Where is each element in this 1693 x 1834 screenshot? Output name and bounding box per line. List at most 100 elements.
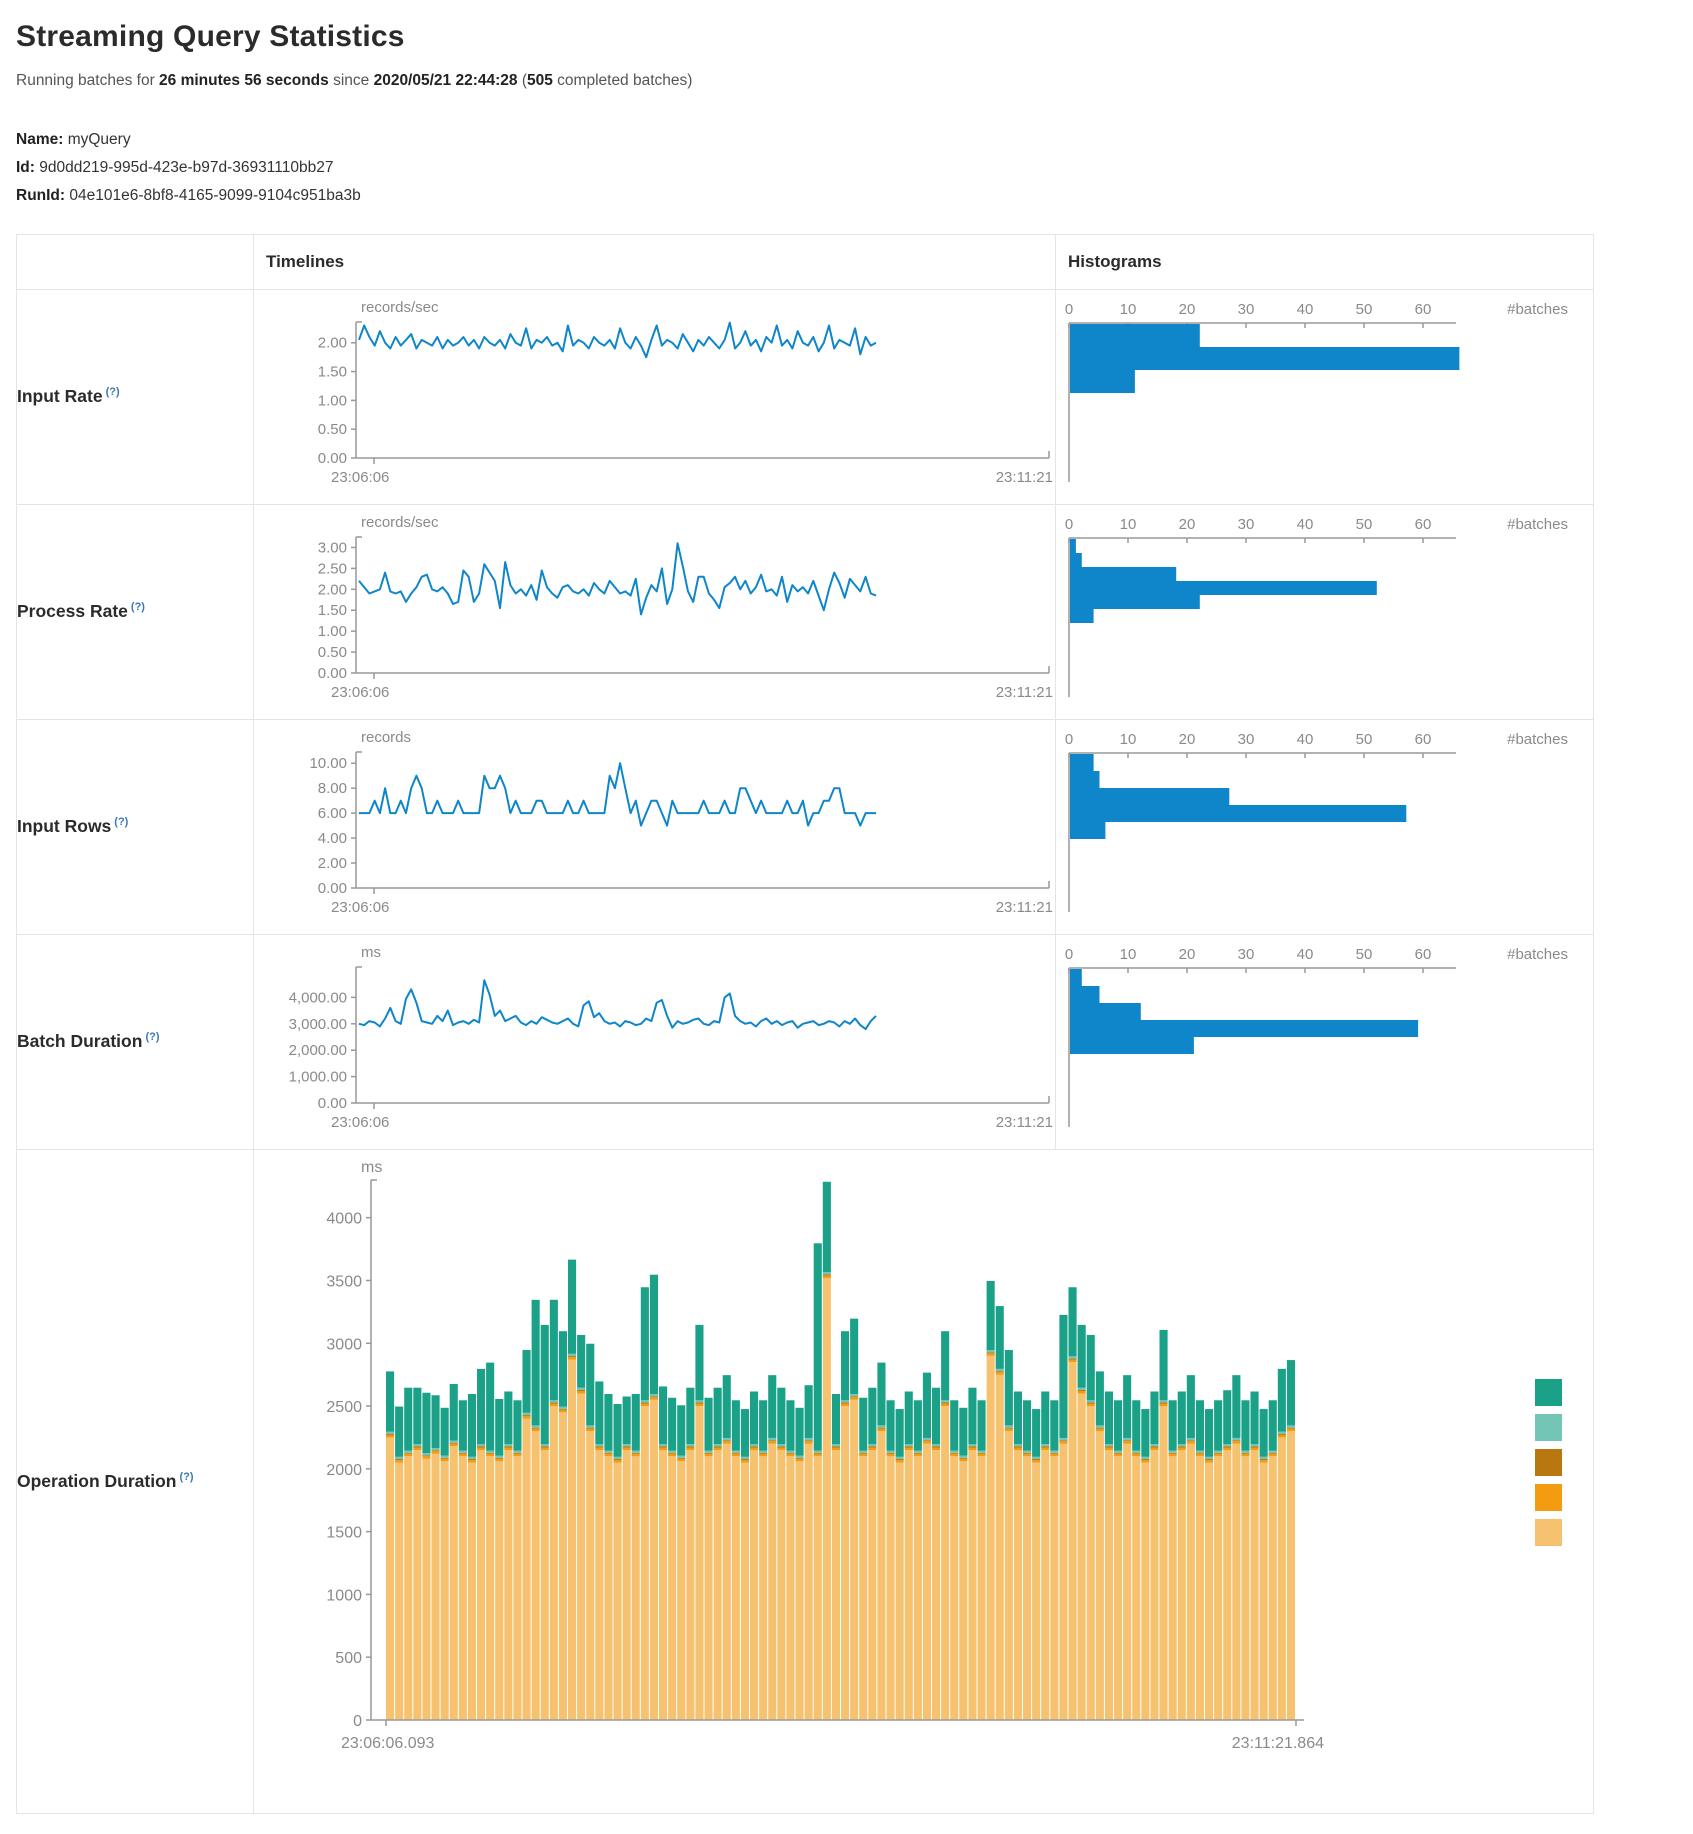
row-label-input-rate: Input Rate (?) bbox=[16, 288, 254, 505]
process-rate-timeline-chart: records/sec 0.00 0.50 1.00 1.50 2.00 2.50 3.00 2… bbox=[253, 503, 1056, 720]
svg-text:3000: 3000 bbox=[326, 1336, 362, 1353]
svg-text:0: 0 bbox=[353, 1713, 362, 1730]
svg-text:23:11:21.864: 23:11:21.864 bbox=[1232, 1735, 1324, 1752]
table-row: Input Rate (?) records/sec 0.00 0.50 1.00 1.5… bbox=[16, 288, 1594, 505]
svg-text:2500: 2500 bbox=[326, 1399, 362, 1416]
input-rows-timeline-chart: records 0.00 2.00 4.00 6.00 8.00 10.00 23:06:06… bbox=[253, 718, 1056, 935]
paren-close: completed batches) bbox=[552, 72, 693, 89]
svg-text:1,000.00: 1,000.00 bbox=[289, 1068, 347, 1085]
start-time: 2020/05/21 22:44:28 bbox=[373, 72, 518, 89]
batch-duration-histogram-chart: 0 10 20 30 40 50 60 #batches bbox=[1055, 933, 1594, 1150]
help-icon[interactable]: (?) bbox=[179, 1470, 194, 1483]
svg-text:2.00: 2.00 bbox=[318, 334, 347, 351]
svg-text:0: 0 bbox=[1065, 946, 1073, 963]
svg-text:23:11:21: 23:11:21 bbox=[996, 1114, 1053, 1131]
svg-text:50: 50 bbox=[1356, 946, 1373, 963]
input-rate-timeline-chart: records/sec 0.00 0.50 1.00 1.50 2.00 23:06:06 2… bbox=[253, 288, 1056, 505]
empty-header-cell bbox=[16, 233, 254, 290]
svg-text:10: 10 bbox=[1120, 516, 1137, 533]
table-row: Input Rows (?) records 0.00 2.00 4.00 6.00 8.0… bbox=[16, 718, 1594, 935]
svg-text:ms: ms bbox=[361, 1159, 382, 1176]
svg-text:0: 0 bbox=[1065, 301, 1073, 318]
svg-text:0: 0 bbox=[1065, 731, 1073, 748]
svg-text:records/sec: records/sec bbox=[361, 514, 439, 531]
table-row: Process Rate (?) records/sec 0.00 0.50 1.00 1… bbox=[16, 503, 1594, 720]
histograms-header: Histograms bbox=[1055, 233, 1594, 290]
page-title: Streaming Query Statistics bbox=[16, 20, 405, 53]
svg-text:1.00: 1.00 bbox=[318, 392, 347, 409]
svg-text:#batches: #batches bbox=[1507, 731, 1568, 748]
svg-text:0.00: 0.00 bbox=[318, 880, 347, 897]
svg-text:1000: 1000 bbox=[326, 1587, 362, 1604]
svg-text:30: 30 bbox=[1238, 516, 1255, 533]
svg-text:records: records bbox=[361, 729, 411, 746]
query-info: Name: myQuery Id: 9d0dd219-995d-423e-b97… bbox=[16, 126, 1677, 210]
input-rows-histogram-chart: 0 10 20 30 40 50 60 #batches bbox=[1055, 718, 1594, 935]
help-icon[interactable]: (?) bbox=[145, 1031, 160, 1044]
svg-text:4000: 4000 bbox=[326, 1210, 362, 1227]
row-label-operation-duration: Operation Duration (?) bbox=[16, 1148, 254, 1814]
svg-text:1.50: 1.50 bbox=[318, 363, 347, 380]
svg-text:2000: 2000 bbox=[326, 1462, 362, 1479]
svg-text:#batches: #batches bbox=[1507, 946, 1568, 963]
svg-text:0: 0 bbox=[1065, 516, 1073, 533]
query-id-line: Id: 9d0dd219-995d-423e-b97d-36931110bb27 bbox=[16, 154, 1677, 182]
svg-text:0.50: 0.50 bbox=[318, 421, 347, 438]
svg-text:0.50: 0.50 bbox=[318, 644, 347, 661]
svg-text:20: 20 bbox=[1179, 301, 1196, 318]
svg-text:23:11:21: 23:11:21 bbox=[996, 899, 1053, 916]
svg-text:30: 30 bbox=[1238, 946, 1255, 963]
timelines-header: Timelines bbox=[253, 233, 1056, 290]
svg-text:1.50: 1.50 bbox=[318, 602, 347, 619]
help-icon[interactable]: (?) bbox=[114, 816, 129, 829]
svg-text:#batches: #batches bbox=[1507, 301, 1568, 318]
query-name-label: Name: bbox=[16, 131, 64, 148]
paren-open: ( bbox=[517, 72, 527, 89]
svg-text:1500: 1500 bbox=[326, 1524, 362, 1541]
svg-text:3.00: 3.00 bbox=[318, 539, 347, 556]
svg-text:10: 10 bbox=[1120, 301, 1137, 318]
help-icon[interactable]: (?) bbox=[105, 386, 120, 399]
svg-text:10: 10 bbox=[1120, 731, 1137, 748]
svg-text:23:06:06: 23:06:06 bbox=[331, 1114, 389, 1131]
input-rate-histogram-chart: 0 10 20 30 40 50 60 #batches bbox=[1055, 288, 1594, 505]
row-label-process-rate: Process Rate (?) bbox=[16, 503, 254, 720]
completed-batches-count: 505 bbox=[526, 72, 553, 89]
svg-text:#batches: #batches bbox=[1507, 516, 1568, 533]
svg-text:60: 60 bbox=[1415, 731, 1432, 748]
query-runid-line: RunId: 04e101e6-8bf8-4165-9099-9104c951b… bbox=[16, 182, 1677, 210]
table-header-row: Timelines Histograms bbox=[16, 233, 1594, 290]
svg-text:20: 20 bbox=[1179, 946, 1196, 963]
svg-text:10.00: 10.00 bbox=[309, 755, 347, 772]
svg-text:60: 60 bbox=[1415, 946, 1432, 963]
svg-text:8.00: 8.00 bbox=[318, 780, 347, 797]
svg-text:6.00: 6.00 bbox=[318, 805, 347, 822]
since-text: since bbox=[328, 72, 374, 89]
svg-text:3500: 3500 bbox=[326, 1273, 362, 1290]
process-rate-histogram-chart: 0 10 20 30 40 50 60 #batches bbox=[1055, 503, 1594, 720]
svg-text:records/sec: records/sec bbox=[361, 299, 439, 316]
row-label-input-rows: Input Rows (?) bbox=[16, 718, 254, 935]
svg-text:0.00: 0.00 bbox=[318, 450, 347, 467]
operation-duration-chart: ms 0 500 1000 1500 2000 2500 3000 3500 4000 23:06:… bbox=[253, 1148, 1594, 1814]
svg-text:40: 40 bbox=[1297, 731, 1314, 748]
svg-text:60: 60 bbox=[1415, 516, 1432, 533]
svg-text:0.00: 0.00 bbox=[318, 1095, 347, 1112]
running-duration: 26 minutes 56 seconds bbox=[159, 72, 329, 89]
table-row: Operation Duration (?) ms 0 500 1000 1500 2000… bbox=[16, 1148, 1594, 1814]
running-prefix: Running batches for bbox=[16, 72, 160, 89]
help-icon[interactable]: (?) bbox=[130, 601, 145, 614]
svg-text:60: 60 bbox=[1415, 301, 1432, 318]
svg-text:4,000.00: 4,000.00 bbox=[289, 989, 347, 1006]
svg-text:50: 50 bbox=[1356, 731, 1373, 748]
table-row: Batch Duration (?) ms 0.00 1,000.00 2,000.00… bbox=[16, 933, 1594, 1150]
svg-text:23:11:21: 23:11:21 bbox=[996, 684, 1053, 701]
svg-text:2.50: 2.50 bbox=[318, 560, 347, 577]
query-name-value: myQuery bbox=[63, 131, 131, 148]
svg-text:23:06:06: 23:06:06 bbox=[331, 899, 389, 916]
svg-text:500: 500 bbox=[335, 1650, 362, 1667]
svg-text:4.00: 4.00 bbox=[318, 830, 347, 847]
batch-duration-timeline-chart: ms 0.00 1,000.00 2,000.00 3,000.00 4,000.00 23… bbox=[253, 933, 1056, 1150]
statistics-table: Timelines Histograms Input Rate (?) recor… bbox=[16, 233, 1594, 1814]
svg-text:30: 30 bbox=[1238, 301, 1255, 318]
